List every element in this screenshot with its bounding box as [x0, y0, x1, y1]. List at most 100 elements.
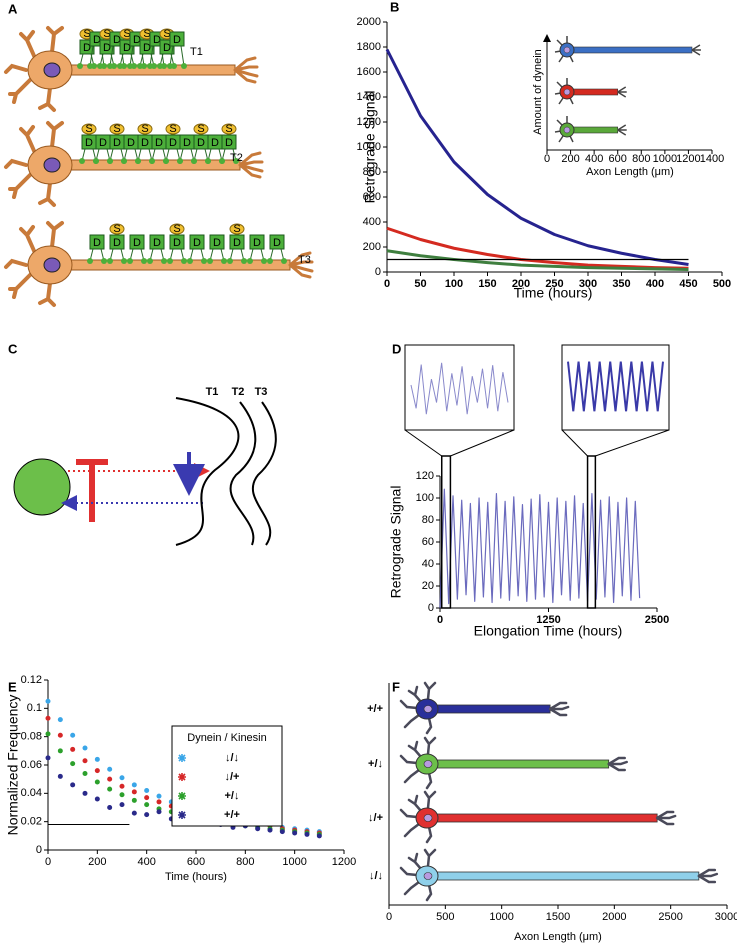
x-tick-label: 50: [414, 278, 426, 290]
nucleus: [423, 872, 433, 880]
legend-label: ↓/↓: [225, 752, 239, 764]
signal: [169, 223, 185, 235]
diagram-c: T1 T2 T3: [13, 386, 277, 546]
y-tick-label: 120: [416, 470, 434, 482]
motor-foot: [191, 158, 197, 164]
motor-foot: [261, 258, 267, 264]
motor-label: D: [133, 237, 141, 249]
point: [57, 732, 63, 738]
motor-foot: [121, 158, 127, 164]
nucleus: [43, 257, 61, 273]
x-tick-label: 2000: [602, 911, 626, 923]
point: [70, 761, 76, 767]
category-label: ↓/+: [368, 812, 383, 824]
x-tick-label: 2500: [645, 614, 669, 626]
signal: [81, 123, 97, 135]
point: [144, 802, 150, 808]
motor-label: D: [127, 137, 135, 149]
motor-label: D: [273, 237, 281, 249]
motor-label: D: [169, 137, 177, 149]
point: [292, 830, 298, 836]
inhibition: [76, 459, 108, 522]
motor-foot: [87, 258, 93, 264]
point: [144, 795, 150, 801]
legend-label: +/+: [224, 809, 240, 821]
y-tick-label: 800: [363, 166, 381, 178]
y-tick-label: 0.12: [21, 674, 42, 686]
motor-foot: [241, 258, 247, 264]
motor-foot: [205, 158, 211, 164]
motor-label: D: [85, 137, 93, 149]
nucleus: [563, 88, 571, 96]
motor-foot: [147, 258, 153, 264]
series-line: [386, 226, 689, 270]
motor-foot: [281, 258, 287, 264]
signal: [109, 223, 125, 235]
y-tick-label: 40: [422, 558, 434, 570]
motor-label: D: [83, 42, 91, 54]
dendrites: [399, 736, 628, 790]
point: [119, 792, 125, 798]
motor-foot: [247, 258, 253, 264]
motor-label: D: [93, 34, 101, 46]
motor-foot: [181, 63, 187, 69]
y-tick-label: 100: [416, 492, 434, 504]
x-axis-label: Axon Length (μm): [514, 931, 602, 943]
x-tick-label: 400: [646, 278, 664, 290]
point: [119, 783, 125, 789]
motor-foot: [201, 258, 207, 264]
dynein: [169, 31, 185, 47]
y-tick-label: 400: [363, 216, 381, 228]
label: T2: [230, 152, 243, 164]
y-tick-label: 1000: [357, 141, 381, 153]
panel-label: E: [8, 679, 17, 694]
x-tick-label: 1200: [332, 856, 356, 868]
motor-foot: [107, 158, 113, 164]
category-label: +/+: [367, 703, 383, 715]
y-tick-label: 0: [36, 844, 42, 856]
signal-label: S: [197, 123, 204, 135]
axon-bar: [426, 704, 551, 714]
legend-title: Dynein / Kinesin: [187, 732, 267, 744]
axon-bar: [426, 759, 610, 769]
dynein: [209, 234, 225, 250]
label: T2: [232, 386, 245, 398]
legend-marker: [178, 754, 186, 762]
signal: [165, 123, 181, 135]
motor-foot: [157, 63, 163, 69]
y-tick-label: 0: [428, 602, 434, 614]
motor-foot: [177, 158, 183, 164]
y-tick-label: 0.1: [27, 702, 42, 714]
point: [94, 796, 100, 802]
legend-label: +/↓: [225, 790, 240, 802]
motor-foot: [107, 63, 113, 69]
motor-label: D: [183, 137, 191, 149]
motor-label: D: [155, 137, 163, 149]
terminal: [251, 401, 277, 546]
x-tick-label: 1250: [536, 614, 560, 626]
y-tick-label: 0.04: [21, 787, 42, 799]
x-tick-label: 1000: [489, 911, 513, 923]
x-tick-label: 800: [236, 856, 254, 868]
x-tick-label: 3000: [715, 911, 737, 923]
x-tick-label: 500: [713, 278, 731, 290]
motor-label: D: [211, 137, 219, 149]
x-axis-label: Time (hours): [514, 285, 593, 301]
panel-label: C: [8, 341, 18, 356]
x-tick-label: 1200: [676, 153, 700, 165]
x-tick-label: 100: [445, 278, 463, 290]
series-line: [385, 48, 689, 266]
point: [57, 717, 63, 723]
motor-label: D: [93, 237, 101, 249]
signal: [137, 123, 153, 135]
axon-bar: [426, 871, 700, 881]
point: [131, 810, 137, 816]
motor-label: D: [173, 34, 181, 46]
x-tick-label: 1400: [700, 153, 724, 165]
y-tick-label: 200: [363, 241, 381, 253]
x-tick-label: 800: [632, 153, 650, 165]
x-tick-label: 150: [478, 278, 496, 290]
y-tick-label: 20: [422, 580, 434, 592]
label: T3: [298, 254, 311, 266]
motor-foot: [117, 63, 123, 69]
